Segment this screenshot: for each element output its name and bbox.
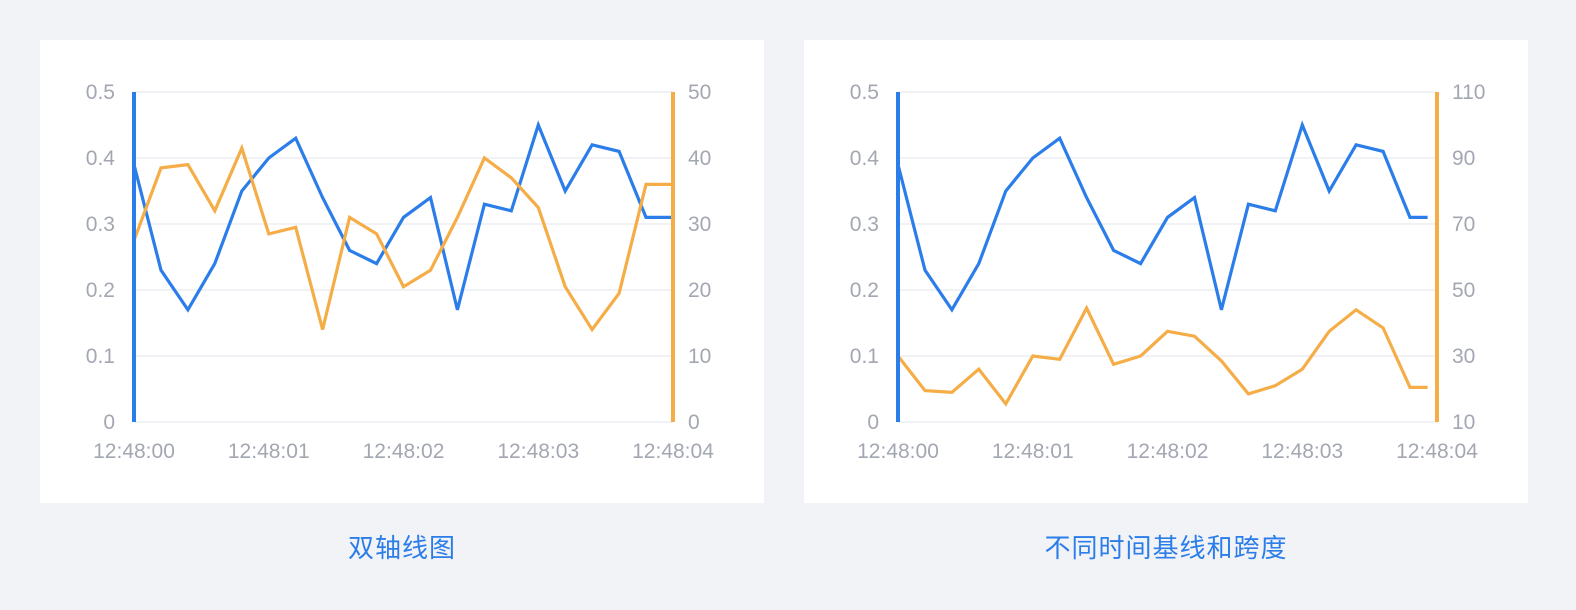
dual-axis-chart-panel: 0 0.1 0.2 0.3 0.4 0.5 0 10 20 30 40 50 12:48:00 12:48… [40, 40, 764, 503]
x-tick-label: 12:48:00 [857, 440, 939, 463]
y-right-tick-label: 30 [1452, 345, 1475, 368]
y-left-tick-label: 0.5 [86, 81, 115, 104]
y-right-tick-label: 90 [1452, 147, 1475, 170]
y-right-tick-label: 50 [688, 81, 711, 104]
y-right-tick-label: 110 [1452, 81, 1485, 104]
y-right-tick-label: 20 [688, 279, 711, 302]
y-right-tick-label: 10 [1452, 411, 1475, 434]
different-baseline-chart-caption: 不同时间基线和跨度 [1044, 533, 1288, 563]
x-tick-label: 12:48:00 [93, 440, 175, 463]
y-right-tick-label: 40 [688, 147, 711, 170]
y-right-tick-label: 50 [1452, 279, 1475, 302]
x-tick-label: 12:48:04 [632, 440, 714, 463]
y-left-tick-label: 0.2 [86, 279, 115, 302]
series-line-right-axis [896, 304, 1428, 407]
series-line-right-axis [132, 143, 673, 333]
series-line-left-axis [896, 120, 1428, 313]
y-right-tick-label: 10 [688, 345, 711, 368]
x-tick-label: 12:48:03 [1261, 440, 1343, 463]
x-tick-label: 12:48:02 [363, 440, 445, 463]
y-left-tick-label: 0.1 [86, 345, 115, 368]
dual-axis-chart: 0 0.1 0.2 0.3 0.4 0.5 0 10 20 30 40 50 12:48:00 12:48… [86, 81, 714, 463]
y-left-tick-label: 0.4 [86, 147, 116, 170]
y-left-tick-label: 0.4 [850, 147, 880, 170]
x-tick-label: 12:48:03 [497, 440, 579, 463]
y-left-tick-label: 0.5 [850, 81, 879, 104]
y-left-tick-label: 0.2 [850, 279, 879, 302]
different-baseline-chart-panel: 0 0.1 0.2 0.3 0.4 0.5 10 30 50 70 90 110 12:48:00 12:… [804, 40, 1528, 503]
y-right-tick-label: 30 [688, 213, 711, 236]
x-tick-label: 12:48:04 [1396, 440, 1478, 463]
y-left-tick-label: 0 [867, 411, 879, 434]
dual-axis-chart-caption: 双轴线图 [347, 533, 456, 563]
y-left-tick-label: 0.3 [86, 213, 115, 236]
different-baseline-span-chart: 0 0.1 0.2 0.3 0.4 0.5 10 30 50 70 90 110 12:48:00 12:… [850, 81, 1486, 463]
y-left-tick-label: 0.1 [850, 345, 879, 368]
x-tick-label: 12:48:01 [992, 440, 1074, 463]
series-line-left-axis [132, 120, 673, 313]
y-left-tick-label: 0.3 [850, 213, 879, 236]
x-tick-label: 12:48:01 [228, 440, 310, 463]
y-right-tick-label: 0 [688, 411, 700, 434]
y-right-tick-label: 70 [1452, 213, 1475, 236]
x-tick-label: 12:48:02 [1127, 440, 1209, 463]
y-left-tick-label: 0 [103, 411, 115, 434]
